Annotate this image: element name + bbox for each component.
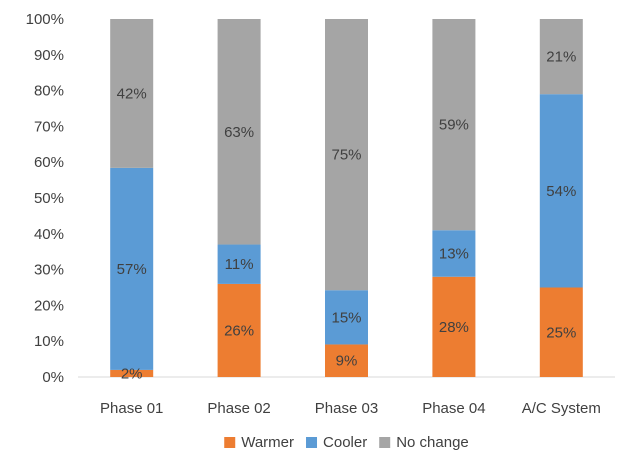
legend-swatch [224, 437, 236, 448]
x-tick-label: A/C System [522, 400, 601, 417]
bar-segment [217, 19, 261, 245]
x-tick-label: Phase 02 [207, 400, 270, 417]
y-tick-label: 50% [34, 190, 64, 207]
bar-segment [325, 344, 368, 377]
bar-segment [325, 19, 368, 291]
data-label: 11% [225, 256, 254, 273]
bars [110, 19, 583, 377]
y-tick-label: 0% [42, 369, 64, 386]
data-label: 75% [331, 147, 361, 164]
data-label: 9% [336, 353, 358, 370]
data-label: 54% [546, 183, 576, 200]
y-tick-label: 20% [34, 297, 64, 314]
data-label: 57% [117, 261, 147, 278]
bar-segment [432, 276, 476, 377]
bar-segment [325, 290, 368, 345]
data-label: 26% [224, 322, 254, 339]
legend-item: Cooler [306, 434, 367, 451]
bar-segment [539, 287, 583, 377]
data-label: 21% [546, 49, 576, 66]
bar-segment [110, 369, 154, 377]
y-tick-label: 90% [34, 47, 64, 64]
data-label: 15% [331, 309, 361, 326]
data-label: 13% [439, 245, 469, 262]
legend-label: Cooler [323, 434, 367, 451]
y-tick-label: 10% [34, 333, 64, 350]
bar-segment [432, 230, 476, 277]
data-label: 59% [439, 117, 469, 134]
bar-segment [217, 244, 261, 284]
bar-segment [110, 167, 154, 370]
bar-segment [217, 283, 261, 377]
legend-label: Warmer [241, 434, 294, 451]
bar-segment [539, 19, 583, 95]
x-axis-ticks: Phase 01 Phase 02 Phase 03 Phase 04 A/C Syst… [100, 400, 601, 417]
legend-item: No change [379, 434, 469, 451]
data-label: 25% [546, 324, 576, 341]
legend: Warmer Cooler No change [224, 434, 469, 451]
bar-segment [432, 19, 476, 231]
x-tick-label: Phase 03 [315, 400, 378, 417]
legend-label: No change [396, 434, 469, 451]
x-tick-label: Phase 01 [100, 400, 163, 417]
y-tick-label: 80% [34, 83, 64, 100]
y-tick-label: 60% [34, 154, 64, 171]
data-label: 63% [224, 124, 254, 141]
x-tick-label: Phase 04 [422, 400, 485, 417]
y-axis-ticks: 0% 10% 20% 30% 40% 50% 60% 70% 80% 90% 100% [26, 11, 64, 386]
legend-item: Warmer [224, 434, 294, 451]
bar-segment [539, 94, 583, 288]
data-labels: 2% 57% 42% 26% 11% 63% 9% 15% 75% 28% 13% 59% 25% 54%… [117, 49, 577, 383]
legend-swatch [379, 437, 391, 448]
data-label: 28% [439, 319, 469, 336]
legend-swatch [306, 437, 318, 448]
data-label: 42% [117, 85, 147, 102]
bar-segment [110, 19, 154, 168]
y-tick-label: 30% [34, 262, 64, 279]
y-tick-label: 100% [26, 11, 64, 28]
data-label: 2% [121, 365, 143, 382]
y-tick-label: 40% [34, 226, 64, 243]
y-tick-label: 70% [34, 118, 64, 135]
